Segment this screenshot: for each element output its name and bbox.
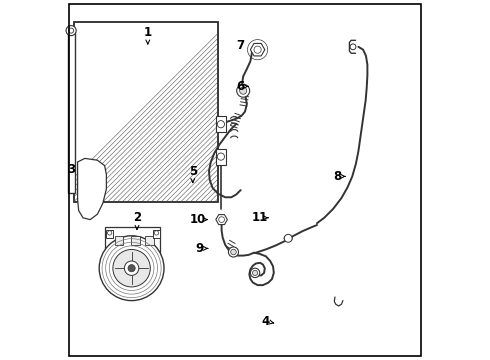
Circle shape bbox=[99, 236, 164, 301]
Text: 9: 9 bbox=[196, 242, 204, 255]
Circle shape bbox=[217, 153, 224, 160]
Text: 2: 2 bbox=[133, 211, 141, 224]
Text: 11: 11 bbox=[252, 211, 268, 224]
Bar bbox=[68, 31, 74, 193]
Bar bbox=[104, 227, 160, 257]
Circle shape bbox=[219, 217, 224, 222]
Circle shape bbox=[217, 121, 224, 128]
Circle shape bbox=[228, 247, 239, 257]
Circle shape bbox=[128, 265, 135, 272]
Bar bbox=[145, 236, 154, 245]
Bar bbox=[74, 22, 218, 202]
Bar bbox=[115, 236, 123, 245]
Circle shape bbox=[231, 249, 236, 255]
Circle shape bbox=[250, 268, 260, 278]
Circle shape bbox=[254, 46, 261, 53]
Text: 3: 3 bbox=[67, 163, 75, 176]
Text: 7: 7 bbox=[237, 39, 245, 51]
Circle shape bbox=[350, 44, 356, 50]
Circle shape bbox=[154, 231, 159, 235]
Circle shape bbox=[252, 270, 258, 275]
Circle shape bbox=[237, 84, 250, 97]
Bar bbox=[74, 22, 218, 202]
Bar bbox=[216, 149, 226, 165]
Text: 5: 5 bbox=[189, 165, 197, 177]
Text: 6: 6 bbox=[236, 80, 245, 93]
Bar bbox=[216, 116, 226, 132]
Circle shape bbox=[124, 261, 139, 275]
Text: 4: 4 bbox=[262, 315, 270, 328]
Polygon shape bbox=[77, 158, 106, 220]
Text: 10: 10 bbox=[190, 213, 206, 226]
Polygon shape bbox=[216, 215, 227, 225]
Circle shape bbox=[107, 231, 112, 235]
Circle shape bbox=[69, 28, 74, 33]
Circle shape bbox=[240, 87, 247, 94]
Circle shape bbox=[113, 249, 150, 287]
Bar bbox=[153, 230, 160, 238]
Bar bbox=[106, 230, 113, 238]
Bar bbox=[131, 236, 140, 245]
Circle shape bbox=[66, 26, 76, 36]
Text: 8: 8 bbox=[333, 170, 342, 183]
Circle shape bbox=[284, 234, 292, 242]
Polygon shape bbox=[250, 44, 265, 56]
Text: 1: 1 bbox=[144, 26, 152, 39]
